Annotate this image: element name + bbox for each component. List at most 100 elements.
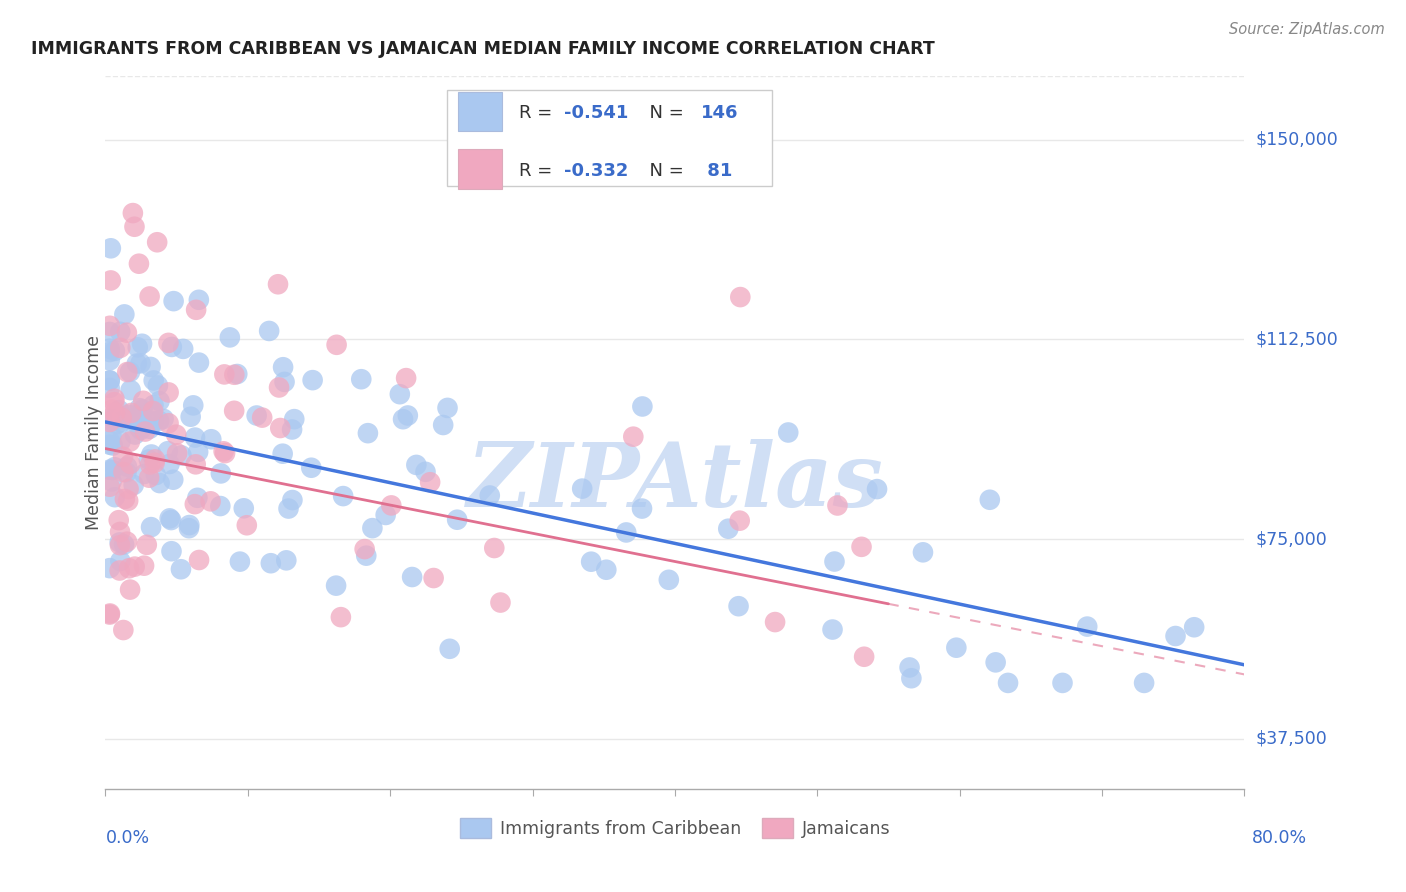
Point (142, 374, 165, 388)
Point (224, 368, 246, 382)
Point (911, 545, 934, 559)
Point (131, 402, 153, 417)
Point (357, 426, 380, 441)
Point (139, 520, 162, 534)
Text: R =: R = (519, 104, 558, 122)
Point (184, 431, 207, 445)
Point (143, 414, 166, 428)
Point (212, 444, 235, 458)
Point (396, 409, 419, 423)
Point (138, 471, 160, 485)
Text: -0.332: -0.332 (564, 161, 628, 179)
Point (177, 521, 200, 535)
Point (117, 408, 139, 422)
Point (979, 492, 1001, 507)
Point (478, 488, 501, 502)
Point (100, 475, 122, 489)
Point (114, 491, 136, 506)
Point (127, 340, 149, 354)
Point (214, 446, 236, 460)
Point (132, 558, 155, 573)
Point (170, 562, 193, 576)
Point (98, 607, 121, 621)
Point (329, 610, 352, 624)
Point (631, 400, 654, 414)
Point (101, 411, 124, 425)
Point (226, 367, 249, 381)
Point (209, 499, 232, 513)
Point (945, 640, 967, 655)
Text: $112,500: $112,500 (1256, 330, 1339, 349)
Point (129, 356, 152, 370)
Point (98, 561, 121, 575)
Point (236, 518, 259, 533)
Text: $75,000: $75,000 (1256, 530, 1327, 548)
Point (105, 417, 128, 431)
Point (361, 521, 384, 535)
Point (100, 273, 122, 287)
Bar (458, 92, 502, 131)
Point (148, 414, 170, 428)
Point (165, 427, 187, 442)
Point (98, 373, 121, 387)
Point (98, 463, 121, 477)
Point (200, 432, 222, 446)
Point (128, 257, 150, 271)
FancyBboxPatch shape (447, 90, 772, 186)
Point (98, 607, 121, 622)
Point (101, 402, 124, 417)
Y-axis label: Median Family Income: Median Family Income (86, 335, 103, 530)
Point (142, 404, 165, 418)
Point (276, 553, 298, 567)
Point (395, 371, 418, 385)
Point (132, 393, 155, 408)
Text: 81: 81 (702, 161, 733, 179)
Text: 146: 146 (702, 104, 738, 122)
Point (104, 343, 127, 358)
Text: 80.0%: 80.0% (1251, 829, 1308, 847)
Point (614, 525, 637, 540)
Point (118, 434, 141, 449)
Point (186, 491, 208, 505)
Point (489, 596, 512, 610)
Point (98, 353, 121, 368)
Point (277, 501, 299, 516)
Point (108, 403, 131, 417)
Point (142, 398, 165, 412)
Point (184, 458, 207, 472)
Point (98, 325, 121, 339)
Point (853, 649, 876, 664)
Point (139, 359, 162, 374)
Point (117, 493, 139, 508)
Point (124, 427, 146, 442)
Point (108, 524, 131, 539)
Point (166, 446, 188, 460)
Point (98, 438, 121, 452)
Point (353, 542, 375, 557)
Point (101, 438, 124, 452)
Point (180, 409, 202, 424)
Point (179, 518, 201, 533)
Point (122, 206, 145, 220)
Point (851, 540, 873, 554)
Point (131, 336, 153, 351)
Point (134, 467, 156, 481)
Point (658, 573, 681, 587)
Point (728, 514, 751, 528)
Point (131, 412, 153, 426)
Point (229, 555, 252, 569)
Point (108, 564, 131, 578)
Text: -0.541: -0.541 (564, 104, 628, 122)
Point (763, 615, 786, 629)
Point (595, 563, 617, 577)
Point (269, 421, 291, 435)
Point (117, 482, 139, 496)
Point (257, 324, 280, 338)
Point (260, 556, 283, 570)
Point (112, 307, 135, 321)
Point (984, 656, 1007, 670)
Point (110, 341, 132, 355)
Point (997, 676, 1019, 690)
Point (110, 415, 132, 429)
Point (419, 475, 441, 490)
